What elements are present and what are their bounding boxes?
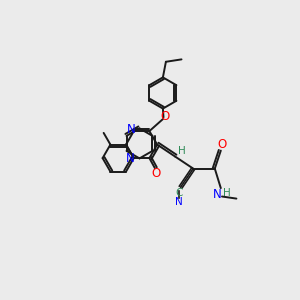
Text: N: N <box>126 123 135 136</box>
Text: O: O <box>218 138 227 151</box>
Text: N: N <box>126 152 135 165</box>
Text: N: N <box>175 197 183 207</box>
Text: N: N <box>212 188 221 201</box>
Text: O: O <box>151 167 160 180</box>
Text: H: H <box>178 146 186 156</box>
Text: O: O <box>161 110 170 123</box>
Text: H: H <box>223 188 231 198</box>
Text: C: C <box>176 188 183 198</box>
